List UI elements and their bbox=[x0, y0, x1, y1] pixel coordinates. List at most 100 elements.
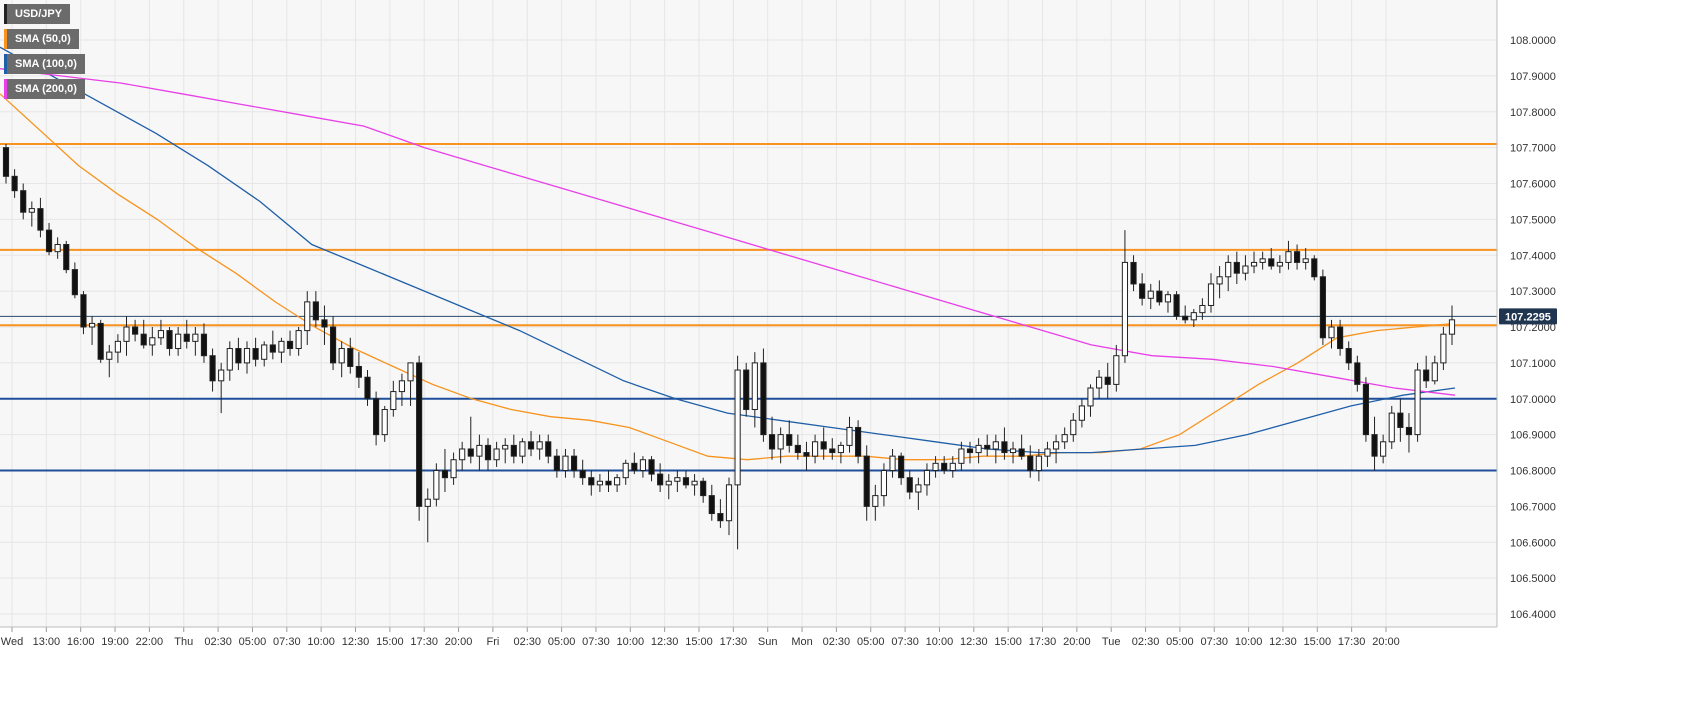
candle-body bbox=[1087, 387, 1094, 407]
sma-line bbox=[0, 93, 1456, 461]
legend: USD/JPY SMA (50,0) SMA (100,0) SMA (200,… bbox=[4, 4, 85, 104]
candle bbox=[1285, 240, 1292, 270]
candle-body bbox=[1052, 441, 1060, 450]
candle bbox=[54, 237, 61, 259]
candle bbox=[88, 316, 96, 345]
candle-body bbox=[1061, 434, 1068, 443]
candle-body bbox=[1440, 333, 1447, 364]
candle bbox=[605, 470, 612, 493]
x-tick-label: 05:00 bbox=[239, 636, 267, 648]
candle bbox=[717, 499, 724, 528]
candle-body bbox=[1388, 412, 1395, 443]
candle-body bbox=[1044, 448, 1051, 457]
candle bbox=[398, 373, 406, 406]
candle-body bbox=[424, 498, 431, 507]
candle bbox=[63, 240, 70, 274]
candle bbox=[28, 201, 35, 227]
candle bbox=[992, 434, 999, 464]
candle-body bbox=[450, 459, 457, 479]
candle bbox=[183, 319, 190, 349]
candle-body bbox=[88, 322, 96, 328]
candle bbox=[450, 452, 457, 485]
candle-body bbox=[398, 380, 406, 393]
candle bbox=[123, 316, 130, 356]
candle-body bbox=[682, 477, 690, 486]
x-tick-label: 10:00 bbox=[926, 636, 954, 648]
current-price-badge bbox=[1499, 308, 1557, 325]
x-tick-label: Wed bbox=[1, 636, 23, 648]
candle-body bbox=[1164, 294, 1172, 303]
candle bbox=[1087, 384, 1094, 417]
candle bbox=[1276, 255, 1283, 274]
candle-body bbox=[1319, 276, 1326, 339]
legend-item-sma-100[interactable]: SMA (100,0) bbox=[4, 54, 85, 74]
y-tick-label: 107.8000 bbox=[1510, 107, 1556, 119]
candle bbox=[1319, 269, 1326, 345]
legend-item-usdjpy[interactable]: USD/JPY bbox=[4, 4, 71, 24]
candle-body bbox=[846, 426, 853, 446]
candle-body bbox=[725, 484, 733, 522]
x-tick-label: 12:30 bbox=[651, 636, 679, 648]
x-tick-label: Mon bbox=[791, 636, 812, 648]
candle-body bbox=[786, 434, 793, 446]
candle bbox=[949, 456, 956, 478]
candle bbox=[192, 327, 199, 356]
legend-label: USD/JPY bbox=[15, 8, 63, 20]
candle bbox=[286, 330, 294, 356]
legend-item-sma-50[interactable]: SMA (50,0) bbox=[4, 29, 79, 49]
candle bbox=[1354, 355, 1361, 392]
candle bbox=[329, 316, 337, 371]
x-tick-label: 17:30 bbox=[1029, 636, 1057, 648]
candle-body bbox=[837, 444, 844, 454]
candle bbox=[166, 327, 173, 356]
candle-body bbox=[71, 269, 78, 296]
candle bbox=[760, 348, 767, 442]
candle bbox=[855, 420, 862, 464]
candle-body bbox=[1397, 412, 1404, 428]
y-tick-label: 106.4000 bbox=[1510, 609, 1556, 621]
candle bbox=[768, 416, 776, 460]
candle-body bbox=[855, 426, 862, 457]
candle bbox=[889, 448, 896, 478]
current-price-label: 107.2295 bbox=[1505, 311, 1551, 323]
candle-body bbox=[1242, 265, 1249, 274]
candle bbox=[1018, 434, 1025, 460]
candle bbox=[1397, 398, 1404, 442]
candle bbox=[355, 352, 362, 388]
candle bbox=[252, 337, 259, 367]
candle bbox=[261, 341, 268, 367]
x-tick-label: 05:00 bbox=[1166, 636, 1194, 648]
candle-body bbox=[484, 444, 492, 461]
plot-background bbox=[0, 0, 1497, 627]
candle bbox=[312, 291, 319, 327]
candle bbox=[1405, 413, 1413, 453]
candle-body bbox=[1259, 258, 1266, 263]
legend-swatch bbox=[4, 4, 7, 24]
candle bbox=[1302, 248, 1309, 270]
y-tick-label: 106.8000 bbox=[1510, 466, 1556, 478]
candle-body bbox=[20, 190, 27, 213]
candle-body bbox=[1311, 258, 1318, 278]
candle-body bbox=[467, 448, 474, 457]
candle-body bbox=[1182, 315, 1189, 321]
y-tick-label: 107.3000 bbox=[1510, 286, 1556, 298]
legend-item-sma-200[interactable]: SMA (200,0) bbox=[4, 79, 85, 99]
candle-body bbox=[1448, 319, 1456, 335]
legend-swatch bbox=[4, 29, 7, 49]
candle-body bbox=[1001, 441, 1008, 454]
candle-body bbox=[743, 369, 750, 411]
candle-body bbox=[502, 444, 509, 450]
candle bbox=[1001, 427, 1008, 460]
candle bbox=[1250, 251, 1258, 274]
candle bbox=[1233, 251, 1240, 284]
candle-body bbox=[1190, 312, 1197, 321]
candle bbox=[622, 459, 629, 485]
candle-body bbox=[1070, 419, 1077, 436]
candle bbox=[1414, 362, 1421, 442]
candle-body bbox=[708, 495, 715, 515]
candle bbox=[984, 434, 991, 457]
x-tick-label: 17:30 bbox=[410, 636, 438, 648]
candle bbox=[880, 463, 888, 507]
candle-body bbox=[218, 369, 225, 382]
y-tick-label: 106.7000 bbox=[1510, 501, 1556, 513]
